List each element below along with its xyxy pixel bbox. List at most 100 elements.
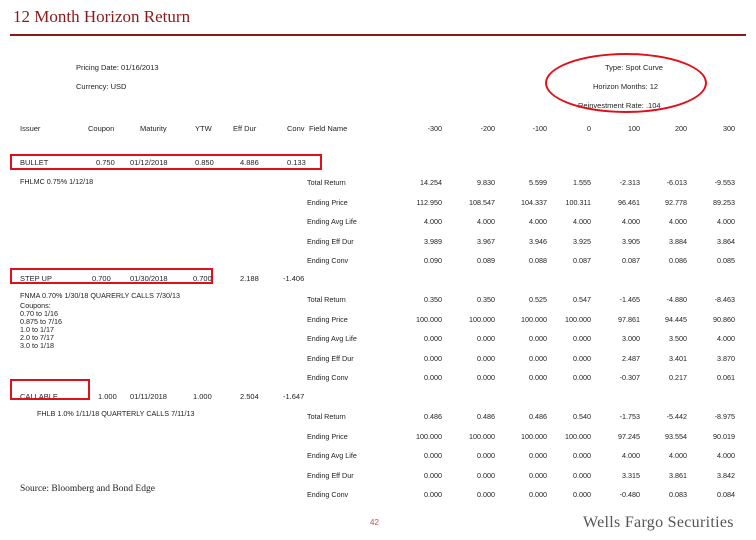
table-cell: 0.083 — [669, 490, 687, 499]
table-cell: 0.000 — [477, 373, 495, 382]
table-cell: 0.086 — [669, 256, 687, 265]
coupon-schedule-line: 3.0 to 1/18 — [20, 341, 54, 350]
table-cell: 4.000 — [622, 451, 640, 460]
field-label: Ending Conv — [307, 256, 349, 265]
field-label: Ending Avg Life — [307, 217, 357, 226]
table-cell: 0.084 — [717, 490, 735, 499]
bond-ytw: 1.000 — [193, 392, 212, 401]
coupon-schedule-line: 2.0 to 7/17 — [20, 333, 54, 342]
table-cell: 0.350 — [424, 295, 442, 304]
bond-maturity: 01/12/2018 — [130, 158, 168, 167]
table-cell: 3.967 — [477, 236, 495, 246]
coupon-schedule-line: Coupons: — [20, 301, 51, 310]
bond-coupon: 0.700 — [92, 274, 111, 283]
table-cell: 3.925 — [573, 236, 591, 246]
table-cell: -6.013 — [666, 178, 687, 187]
bond-issuer: CALLABLE — [20, 392, 58, 401]
table-cell: 14.254 — [420, 178, 442, 187]
table-cell: 0.486 — [529, 412, 547, 421]
bullet-highlight-box — [10, 154, 322, 170]
coupon-schedule-line: 1.0 to 1/17 — [20, 325, 54, 334]
table-cell: 0.000 — [477, 353, 495, 363]
col-coupon: Coupon — [88, 124, 115, 133]
table-cell: 96.461 — [618, 197, 640, 207]
col-shift: -300 — [427, 124, 442, 133]
table-cell: 0.087 — [622, 256, 640, 265]
table-cell: 0.000 — [424, 373, 442, 382]
table-cell: 104.337 — [521, 197, 547, 207]
bond-coupon: 1.000 — [98, 392, 117, 401]
table-cell: 89.253 — [713, 197, 735, 207]
table-cell: 0.000 — [529, 490, 547, 499]
table-cell: -4.880 — [666, 295, 687, 304]
col-issuer: Issuer — [20, 124, 41, 133]
table-cell: 0.000 — [529, 373, 547, 382]
col-eff-dur: Eff Dur — [233, 124, 257, 133]
table-cell: 100.000 — [521, 431, 547, 441]
table-cell: 3.842 — [717, 470, 735, 480]
bond-maturity: 01/30/2018 — [130, 274, 168, 283]
table-cell: 3.861 — [669, 470, 687, 480]
table-cell: 1.555 — [573, 178, 591, 187]
bond-ytw: 0.700 — [193, 274, 212, 283]
bond-conv: 0.133 — [287, 158, 306, 167]
table-cell: 0.000 — [573, 470, 591, 480]
field-label: Ending Eff Dur — [307, 236, 354, 246]
table-cell: 0.486 — [424, 412, 442, 421]
col-shift: 100 — [628, 124, 640, 133]
field-label: Ending Conv — [307, 490, 349, 499]
currency: Currency: USD — [76, 82, 127, 91]
table-cell: 93.554 — [665, 431, 687, 441]
table-cell: -8.975 — [714, 412, 735, 421]
table-cell: 3.946 — [529, 236, 547, 246]
table-cell: 100.000 — [416, 314, 442, 324]
bond-issuer: STEP UP — [20, 274, 52, 283]
table-cell: 4.000 — [717, 334, 735, 343]
bond-eff-dur: 2.504 — [240, 392, 259, 401]
col-shift: 0 — [587, 124, 591, 133]
table-cell: 0.547 — [573, 295, 591, 304]
table-cell: 0.350 — [477, 295, 495, 304]
table-cell: 100.000 — [469, 431, 495, 441]
table-cell: 0.540 — [573, 412, 591, 421]
bond-maturity: 01/11/2018 — [130, 392, 167, 401]
bond-description: FHLMC 0.75% 1/12/18 — [20, 177, 94, 186]
callable-highlight-box — [10, 379, 90, 400]
table-cell: -0.307 — [619, 373, 640, 382]
table-cell: 0.088 — [529, 256, 547, 265]
table-cell: -0.480 — [619, 490, 640, 499]
table-cell: 4.000 — [573, 217, 591, 226]
table-cell: -8.463 — [714, 295, 735, 304]
table-cell: 100.000 — [416, 431, 442, 441]
table-cell: -2.313 — [619, 178, 640, 187]
col-field-name: Field Name — [309, 124, 348, 133]
bond-conv: -1.647 — [283, 392, 305, 401]
table-cell: 9.830 — [477, 178, 495, 187]
table-cell: 0.000 — [477, 334, 495, 343]
table-cell: -1.753 — [619, 412, 640, 421]
field-label: Ending Price — [307, 431, 348, 441]
bond-eff-dur: 4.886 — [240, 158, 259, 167]
col-shift: 300 — [723, 124, 735, 133]
table-cell: 4.000 — [529, 217, 547, 226]
table-cell: 4.000 — [669, 217, 687, 226]
table-cell: -9.553 — [714, 178, 735, 187]
table-cell: 3.315 — [622, 470, 640, 480]
table-cell: 100.311 — [565, 197, 591, 207]
field-label: Total Return — [307, 412, 346, 421]
table-cell: 100.000 — [521, 314, 547, 324]
table-cell: 0.000 — [529, 334, 547, 343]
table-cell: 0.000 — [529, 451, 547, 460]
table-cell: 97.245 — [618, 431, 640, 441]
bond-issuer: BULLET — [20, 158, 49, 167]
brand-logo: Wells Fargo Securities — [583, 514, 734, 531]
table-cell: 4.000 — [717, 217, 735, 226]
table-cell: 90.860 — [713, 314, 735, 324]
field-label: Ending Conv — [307, 373, 349, 382]
table-cell: -1.465 — [619, 295, 640, 304]
bond-description: FHLB 1.0% 1/11/18 QUARTERLY CALLS 7/11/1… — [37, 409, 195, 418]
field-label: Ending Avg Life — [307, 451, 357, 460]
table-cell: -5.442 — [666, 412, 687, 421]
table-cell: 3.870 — [717, 353, 735, 363]
table-cell: 3.401 — [669, 353, 687, 363]
